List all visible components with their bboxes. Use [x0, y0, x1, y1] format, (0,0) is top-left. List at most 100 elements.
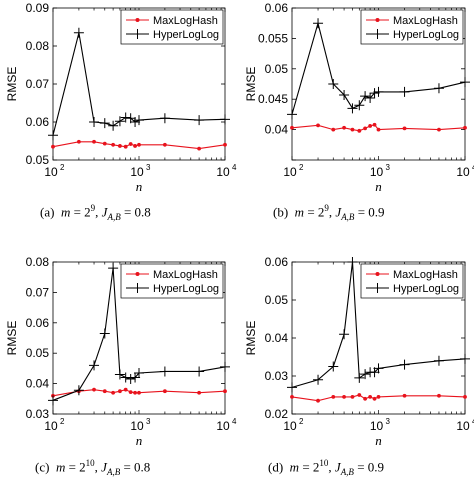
legend-marker-plus: [132, 283, 143, 293]
data-point-hyperloglog: [369, 88, 380, 99]
data-point-hyperloglog: [313, 18, 324, 29]
data-point-maxloghash: [368, 395, 373, 399]
data-point-hyperloglog: [108, 263, 119, 274]
data-point-hyperloglog: [328, 361, 339, 372]
data-point-maxloghash: [290, 125, 294, 130]
data-point-hyperloglog: [89, 360, 100, 371]
data-point-hyperloglog: [373, 363, 384, 374]
data-point-maxloghash: [133, 390, 137, 395]
data-point-hyperloglog: [287, 109, 297, 120]
x-tick-exponent: 2: [299, 163, 304, 172]
y-tick-label: 0.05: [26, 153, 50, 167]
data-point-maxloghash: [437, 127, 441, 132]
data-point-maxloghash: [331, 127, 336, 132]
data-point-hyperloglog: [399, 86, 410, 97]
data-point-maxloghash: [357, 128, 362, 133]
data-point-hyperloglog: [220, 361, 230, 372]
x-tick-exponent: 2: [299, 417, 304, 426]
x-tick-exponent: 4: [472, 417, 474, 426]
data-point-maxloghash: [137, 142, 141, 147]
data-point-maxloghash: [290, 395, 294, 399]
data-point-maxloghash: [162, 142, 167, 147]
x-tick-label: 10: [456, 165, 470, 179]
data-point-hyperloglog: [48, 395, 58, 406]
x-tick-exponent: 3: [386, 163, 391, 172]
data-point-maxloghash: [342, 395, 346, 399]
x-tick-label: 10: [44, 419, 58, 433]
data-point-maxloghash: [342, 125, 346, 130]
data-point-maxloghash: [118, 144, 122, 148]
data-point-hyperloglog: [159, 366, 170, 377]
x-tick-label: 10: [44, 165, 58, 179]
data-point-maxloghash: [376, 127, 381, 132]
data-point-hyperloglog: [313, 374, 324, 385]
data-point-maxloghash: [223, 142, 227, 147]
legend-label: HyperLogLog: [393, 283, 459, 295]
data-point-maxloghash: [368, 124, 373, 128]
data-point-maxloghash: [402, 393, 407, 398]
data-point-hyperloglog: [114, 116, 125, 127]
data-point-hyperloglog: [433, 355, 444, 366]
y-tick-label: 0.07: [26, 77, 50, 91]
x-axis-label: n: [136, 179, 143, 194]
data-point-hyperloglog: [194, 115, 205, 126]
data-point-hyperloglog: [399, 359, 410, 370]
data-point-maxloghash: [111, 390, 116, 395]
y-tick-label: 0.08: [26, 39, 50, 53]
data-point-hyperloglog: [134, 115, 144, 126]
y-tick-label: 0.07: [26, 285, 50, 299]
data-point-maxloghash: [162, 389, 167, 394]
data-point-maxloghash: [376, 395, 381, 399]
caption-a: (a) m = 29, JA,B = 0.8: [40, 203, 151, 222]
y-axis-label: RMSE: [5, 67, 19, 102]
y-tick-label: 0.03: [265, 369, 289, 383]
data-point-maxloghash: [92, 139, 96, 144]
data-point-hyperloglog: [365, 92, 376, 103]
chart-3: 0.020.030.040.050.06102103104nRMSEMaxLog…: [244, 255, 474, 448]
legend-marker-plus: [372, 29, 383, 39]
data-point-maxloghash: [92, 387, 96, 392]
y-tick-label: 0.05: [26, 346, 50, 360]
y-tick-label: 0.03: [26, 407, 50, 421]
legend-label: MaxLogHash: [393, 269, 458, 281]
legend-marker-dot: [135, 18, 140, 22]
data-point-hyperloglog: [48, 130, 58, 141]
data-point-hyperloglog: [360, 91, 371, 102]
data-point-hyperloglog: [73, 27, 84, 38]
x-tick-label: 10: [130, 165, 144, 179]
data-point-maxloghash: [128, 390, 133, 395]
data-point-maxloghash: [197, 390, 202, 395]
data-point-hyperloglog: [347, 257, 358, 267]
x-tick-label: 10: [370, 165, 384, 179]
caption-d: (d) m = 210, JA,B = 0.9: [268, 458, 385, 477]
data-point-maxloghash: [118, 389, 122, 394]
data-point-maxloghash: [111, 142, 116, 147]
caption-b: (b) m = 29, JA,B = 0.9: [273, 203, 385, 222]
data-point-maxloghash: [76, 139, 81, 144]
y-tick-label: 0.06: [265, 255, 289, 269]
data-point-hyperloglog: [130, 117, 141, 127]
y-tick-label: 0.04: [265, 331, 289, 345]
data-point-hyperloglog: [460, 353, 470, 364]
x-tick-label: 10: [456, 419, 470, 433]
data-point-hyperloglog: [354, 100, 365, 111]
data-point-hyperloglog: [328, 79, 339, 89]
data-point-hyperloglog: [130, 372, 141, 383]
x-tick-exponent: 3: [386, 417, 391, 426]
x-axis-label: n: [375, 179, 382, 194]
legend-label: MaxLogHash: [153, 15, 218, 27]
data-point-maxloghash: [51, 144, 55, 149]
y-tick-label: 0.04: [26, 377, 50, 391]
data-point-maxloghash: [123, 387, 128, 392]
legend-label: HyperLogLog: [153, 29, 219, 41]
y-tick-label: 0.06: [265, 1, 289, 15]
legend-marker-dot: [375, 18, 380, 22]
data-point-maxloghash: [128, 142, 133, 146]
legend-label: MaxLogHash: [153, 269, 218, 281]
data-point-hyperloglog: [339, 329, 350, 340]
data-point-maxloghash: [402, 126, 407, 131]
data-point-hyperloglog: [360, 369, 371, 380]
